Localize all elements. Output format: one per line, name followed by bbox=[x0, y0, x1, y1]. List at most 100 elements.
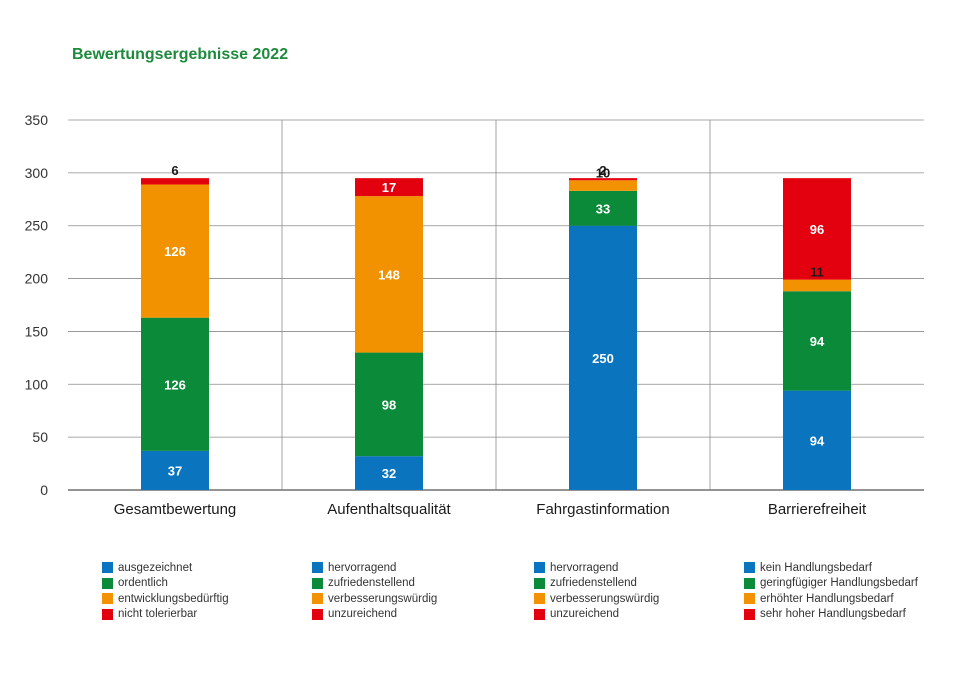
y-tick-label: 150 bbox=[25, 323, 49, 339]
legend-label: kein Handlungsbedarf bbox=[760, 561, 872, 574]
legend-item: sehr hoher Handlungsbedarf bbox=[744, 607, 918, 623]
legend-item: kein Handlungsbedarf bbox=[744, 560, 918, 576]
legend-swatch-blue bbox=[744, 562, 755, 574]
legend-label: erhöhter Handlungsbedarf bbox=[760, 592, 894, 605]
data-label: 37 bbox=[168, 463, 182, 478]
legend: ausgezeichnet ordentlich entwicklungsbed… bbox=[0, 560, 960, 640]
bar-segment bbox=[569, 225, 637, 490]
bar-segment bbox=[783, 178, 851, 280]
x-tick-label: Fahrgastinformation bbox=[536, 501, 669, 518]
legend-item: nicht tolerierbar bbox=[102, 607, 229, 623]
bar-segment bbox=[141, 184, 209, 318]
legend-group-fahrgastinformation: hervorragend zufriedenstellend verbesser… bbox=[534, 560, 659, 622]
grid-lines bbox=[68, 119, 924, 491]
legend-swatch-orange bbox=[744, 593, 755, 605]
legend-label: verbesserungswürdig bbox=[550, 592, 660, 605]
legend-label: entwicklungsbedürftig bbox=[118, 592, 229, 605]
y-tick-label: 250 bbox=[25, 218, 49, 234]
y-tick-label: 350 bbox=[25, 112, 49, 128]
data-label: 2 bbox=[599, 163, 606, 178]
legend-swatch-orange bbox=[102, 593, 113, 605]
bar-segment bbox=[569, 178, 637, 181]
legend-swatch-green bbox=[312, 577, 323, 589]
data-label: 10 bbox=[596, 165, 610, 180]
legend-label: nicht tolerierbar bbox=[118, 608, 198, 621]
data-label: 96 bbox=[810, 222, 824, 237]
bar-segment bbox=[355, 456, 423, 490]
legend-swatch-green bbox=[102, 577, 113, 589]
legend-label: ordentlich bbox=[118, 577, 168, 590]
legend-item: erhöhter Handlungsbedarf bbox=[744, 591, 918, 607]
data-label: 94 bbox=[810, 334, 825, 349]
legend-group-barrierefreiheit: kein Handlungsbedarf geringfügiger Handl… bbox=[744, 560, 918, 622]
data-label: 148 bbox=[378, 267, 400, 282]
legend-label: unzureichend bbox=[550, 608, 620, 621]
legend-item: entwicklungsbedürftig bbox=[102, 591, 229, 607]
legend-swatch-red bbox=[534, 608, 545, 620]
x-tick-label: Barrierefreiheit bbox=[768, 501, 867, 518]
data-label: 250 bbox=[592, 351, 614, 366]
legend-swatch-orange bbox=[534, 593, 545, 605]
legend-item: ordentlich bbox=[102, 576, 229, 592]
data-label: 126 bbox=[164, 244, 186, 259]
legend-swatch-orange bbox=[312, 593, 323, 605]
legend-swatch-green bbox=[744, 577, 755, 589]
legend-item: unzureichend bbox=[534, 607, 659, 623]
bar-segment bbox=[569, 180, 637, 191]
legend-item: zufriedenstellend bbox=[534, 576, 659, 592]
bar-segment bbox=[355, 352, 423, 457]
legend-label: ausgezeichnet bbox=[118, 561, 193, 574]
x-tick-label: Aufenthaltsqualität bbox=[327, 501, 451, 518]
legend-swatch-blue bbox=[312, 562, 323, 574]
legend-swatch-red bbox=[312, 608, 323, 620]
legend-label: unzureichend bbox=[328, 608, 398, 621]
legend-item: zufriedenstellend bbox=[312, 576, 437, 592]
legend-label: zufriedenstellend bbox=[328, 577, 415, 590]
x-axis-labels: Gesamtbewertung Aufenthaltsqualität Fahrga… bbox=[114, 501, 867, 518]
bar-segment bbox=[783, 291, 851, 391]
x-tick-label: Gesamtbewertung bbox=[114, 501, 237, 518]
legend-label: geringfügiger Handlungsbedarf bbox=[760, 577, 918, 590]
bar-segment bbox=[783, 279, 851, 292]
legend-item: hervorragend bbox=[312, 560, 437, 576]
data-label: 11 bbox=[810, 265, 824, 280]
legend-item: geringfügiger Handlungsbedarf bbox=[744, 576, 918, 592]
data-label: 6 bbox=[171, 163, 178, 178]
chart-title: Bewertungsergebnisse 2022 bbox=[72, 46, 289, 63]
data-label: 126 bbox=[164, 377, 186, 392]
stacked-bar-chart: 0 50 100 150 200 250 300 350 37 126 126 6 32 98 148 17… bbox=[25, 112, 924, 518]
legend-swatch-red bbox=[744, 608, 755, 620]
y-axis-ticks: 0 50 100 150 200 250 300 350 bbox=[25, 112, 49, 498]
bar-segment bbox=[355, 196, 423, 353]
legend-swatch-red bbox=[102, 608, 113, 620]
legend-item: verbesserungswürdig bbox=[312, 591, 437, 607]
legend-swatch-blue bbox=[102, 562, 113, 574]
legend-item: ausgezeichnet bbox=[102, 560, 229, 576]
y-tick-label: 300 bbox=[25, 165, 49, 181]
legend-swatch-green bbox=[534, 577, 545, 589]
legend-label: sehr hoher Handlungsbedarf bbox=[760, 608, 906, 621]
legend-label: hervorragend bbox=[328, 561, 397, 574]
y-tick-label: 100 bbox=[25, 376, 49, 392]
legend-label: zufriedenstellend bbox=[550, 577, 637, 590]
bar-segment bbox=[355, 178, 423, 197]
bar-segment bbox=[783, 390, 851, 490]
legend-label: verbesserungswürdig bbox=[328, 592, 438, 605]
data-labels: 37 126 126 6 32 98 148 17 250 33 102 94 94 11 96 bbox=[164, 163, 825, 481]
legend-item: unzureichend bbox=[312, 607, 437, 623]
data-label: 94 bbox=[810, 433, 825, 448]
bar-segment bbox=[141, 317, 209, 451]
legend-swatch-blue bbox=[534, 562, 545, 574]
y-tick-label: 50 bbox=[32, 429, 48, 445]
bar-segment bbox=[141, 178, 209, 185]
bar-segment bbox=[569, 190, 637, 226]
legend-item: verbesserungswürdig bbox=[534, 591, 659, 607]
bars bbox=[141, 178, 851, 490]
data-label: 17 bbox=[382, 180, 396, 195]
legend-group-aufenthaltsqualitaet: hervorragend zufriedenstellend verbesser… bbox=[312, 560, 437, 622]
y-tick-label: 200 bbox=[25, 271, 49, 287]
legend-label: hervorragend bbox=[550, 561, 619, 574]
data-label: 32 bbox=[382, 466, 396, 481]
bar-segment bbox=[141, 450, 209, 490]
legend-item: hervorragend bbox=[534, 560, 659, 576]
